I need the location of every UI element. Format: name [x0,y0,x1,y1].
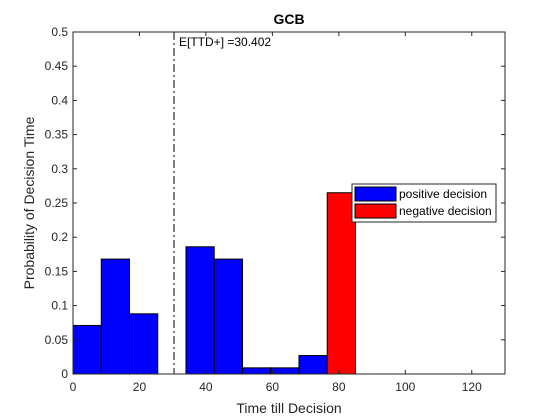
y-tick-label: 0.25 [45,196,69,210]
legend-label-negative: negative decision [399,204,492,218]
mean-decision-time-label: E[TTD+] =30.402 [179,35,271,49]
x-tick-label: 80 [332,380,346,394]
histogram-bar-positive-2 [128,313,159,375]
x-axis-label: Time till Decision [236,400,341,416]
histogram-bar-positive-7 [270,367,300,375]
x-axis: 0 20 40 60 80 100 120 [70,32,482,394]
x-tick-label: 20 [133,380,147,394]
y-tick-label: 0.3 [51,162,68,176]
y-tick-label: 0.35 [45,128,69,142]
legend-swatch-negative [354,203,397,219]
x-tick-label: 100 [395,380,415,394]
legend-label-positive: positive decision [399,187,487,201]
histogram-bar-positive-5 [213,258,243,375]
y-axis-label: Probability of Decision Time [21,116,37,289]
y-tick-label: 0.05 [45,333,69,347]
x-tick-label: 120 [462,380,482,394]
histogram-bar-negative-0 [326,192,356,375]
histogram-bar-positive-0 [72,324,102,375]
x-tick-label: 60 [266,380,280,394]
y-tick-label: 0.4 [51,93,68,107]
histogram-bar-positive-1 [100,258,130,375]
y-tick-label: 0.45 [45,59,69,73]
histogram-bar-positive-8 [298,355,328,375]
y-tick-label: 0.15 [45,264,69,278]
y-tick-label: 0.5 [51,25,68,39]
histogram-bar-positive-6 [241,367,272,375]
legend: positive decision negative decision [351,183,497,223]
bars-layer [72,192,356,375]
y-tick-label: 0.2 [51,230,68,244]
y-tick-label: 0.1 [51,299,68,313]
legend-swatch-positive [354,186,397,202]
histogram-bar-positive-4 [185,246,215,375]
chart-title: GCB [273,11,304,27]
x-tick-label: 0 [70,380,77,394]
annotation-layer: E[TTD+] =30.402 [173,32,271,374]
y-axis: 0 0.05 0.1 0.15 0.2 0.25 0.3 0.35 0.4 0.45 0.5 [45,25,505,381]
x-tick-label: 40 [199,380,213,394]
y-tick-label: 0 [61,367,68,381]
